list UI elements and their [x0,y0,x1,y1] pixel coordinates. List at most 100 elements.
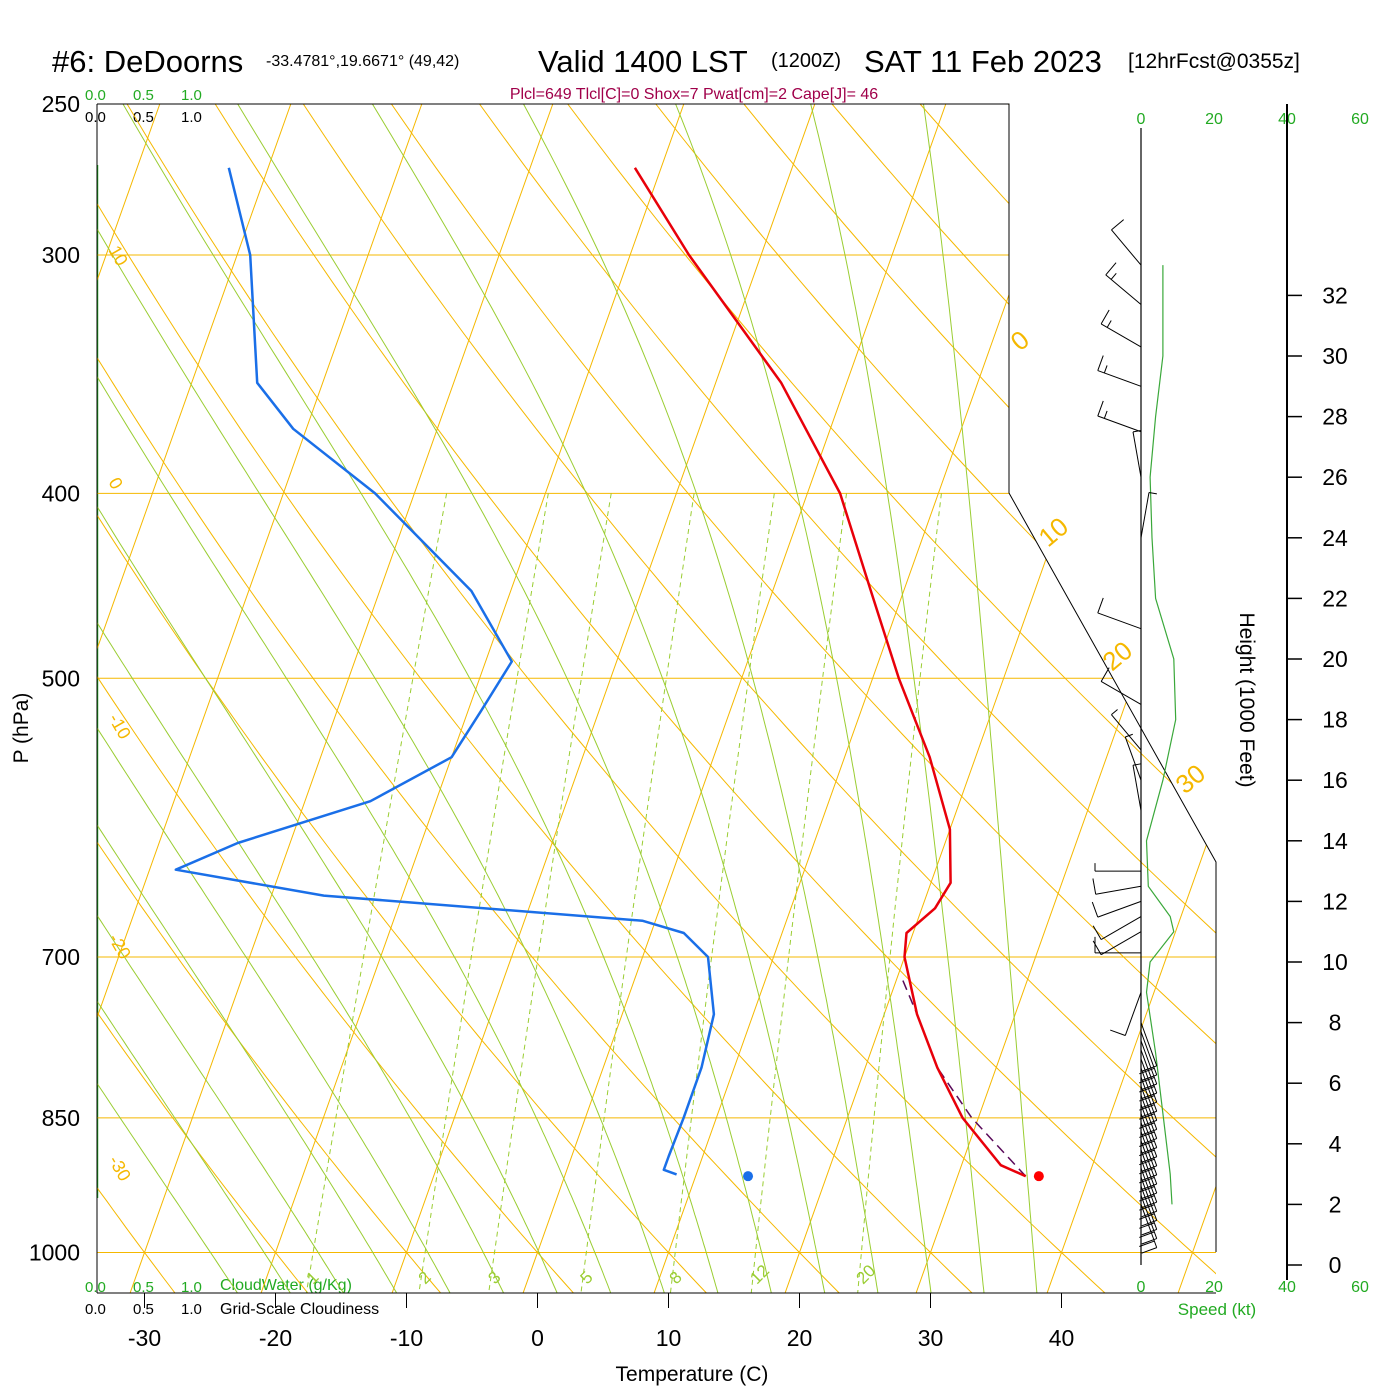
wind-barb [1110,992,1142,1036]
wind-barb-flag [1139,1195,1155,1202]
wind-barb-staff [1140,1049,1158,1094]
dry-adiabat-label: -20 [105,930,135,963]
wind-barb [1132,430,1142,478]
wind-barb-flag [1110,1029,1126,1036]
height-tick-label: 32 [1322,282,1348,308]
dry-adiabat [97,104,863,1293]
dewpoint-line [174,167,716,1176]
height-axis-title: Height (1000 Feet) [1235,612,1258,787]
wind-barb-staff [1097,415,1142,433]
wind-barb-staff [1100,681,1142,705]
moist-adiabat [97,104,673,1293]
wind-barb-staff [1140,1186,1158,1230]
cloud-cover-bottom-tick-0: 0.0 [85,1301,106,1318]
temperature-tick-label: 20 [787,1325,813,1351]
cloud-water-bottom-tick-0: 0.0 [85,1279,106,1296]
cloud-cover-bottom-tick-1: 0.5 [133,1301,154,1318]
cloud-cover-bottom-tick-2: 1.0 [181,1301,202,1318]
frame-outline [97,103,1217,1252]
dry-adiabat-label: 0 [105,474,127,493]
wind-barb-staff [1140,1086,1158,1130]
cloud-cover-top-tick-2: 1.0 [181,109,202,126]
dry-adiabat [946,104,1216,1293]
moist-adiabat [645,104,935,1293]
wind-barb-staff [1140,1122,1158,1166]
dry-adiabat [258,104,1216,1293]
isotherm [1163,104,1216,1293]
wind-barb-flag [1141,1138,1157,1145]
wind-barb-staff [1140,1058,1158,1103]
wind-barb [1139,1040,1158,1090]
wind-barb-staff [1100,916,1142,940]
wind-barb-flag [1141,1247,1157,1254]
wind-barb-staff [1100,931,1142,956]
wind-barb-staff [1132,431,1142,478]
moist-adiabat [97,104,725,1293]
x-axis-title: Temperature (C) [616,1363,769,1386]
valid-date: SAT 11 Feb 2023 [864,44,1102,79]
dry-adiabat [774,104,1216,1293]
wind-barb [1092,916,1142,940]
temperature-tick-label: -10 [390,1325,423,1351]
wind-barb-flag [1092,925,1102,940]
wind-barb-flag [1092,878,1097,895]
mixing-ratio-line-20 [855,493,942,1293]
cloud-water-top-tick-1: 0.5 [133,87,154,104]
wind-barb [1139,1095,1158,1145]
wind-barb [1139,1149,1158,1200]
wind-barb [1097,400,1142,433]
mixing-ratio-label: 20 [852,1261,879,1288]
height-tick-label: 0 [1329,1252,1342,1278]
wind-barb-flag [1139,1158,1155,1166]
isotherm [377,104,840,1293]
moist-adiabat [97,104,568,1293]
dry-adiabat-label: -10 [105,710,135,743]
wind-barb-staff [1132,765,1142,811]
wind-barb [1094,863,1141,872]
wind-barb [1139,1122,1158,1172]
cloud-water-top-tick-0: 0.0 [85,87,106,104]
wind-speed-top-tick: 0 [1137,111,1146,128]
wind-barb-flag [1141,1219,1157,1227]
wind-barb [1139,1104,1158,1154]
wind-barb-flag [1097,355,1104,371]
height-tick-label: 18 [1322,707,1348,733]
dry-adiabat [97,104,194,1293]
zulu-time: (1200Z) [771,50,841,72]
wind-barb-staff [1140,1095,1158,1139]
wind-barb-staff [1111,714,1142,751]
isotherm [639,104,1102,1293]
wind-speed-label: Speed (kt) [1178,1300,1256,1319]
cloud-scales: 0.0 0.5 1.0 0.0 0.5 1.0 0.0 0.5 1.0 Clou… [85,87,379,1318]
dry-adiabat [97,104,461,1293]
forecast-info: [12hrFcst@0355z] [1128,50,1300,73]
wind-barb [1139,1140,1158,1190]
isotherm [246,104,709,1293]
wind-barb-half-flag [1106,320,1112,328]
wind-barb [1139,1131,1158,1181]
wind-barb-staff [1100,323,1142,348]
isotherm [97,104,447,1293]
wind-barb-flag [1139,1204,1155,1211]
pressure-tick-label: 850 [42,1105,80,1131]
wind-barb-flag [1141,1128,1157,1136]
wind-speed-bottom-tick: 0 [1137,1279,1146,1296]
wind-barb [1091,900,1142,918]
temperature-tick-label: 30 [918,1325,944,1351]
wind-barb [1140,492,1157,538]
dry-adiabat-label: -30 [105,1152,135,1185]
wind-barb-flag [1141,1238,1157,1245]
wind-speed-bottom-tick: 40 [1278,1279,1296,1296]
wind-barb-flag [1091,901,1099,918]
wind-barb-flag [1139,1140,1155,1148]
wind-barb-flag [1139,1149,1155,1157]
height-tick-label: 22 [1322,585,1348,611]
wind-barb-flag [1139,1231,1155,1238]
isotherm-label: 30 [1170,758,1211,800]
wind-barb-half-flag [1148,492,1157,495]
wind-barb-flag [1139,1104,1155,1111]
dry-adiabat [860,104,1216,1293]
wind-barb-flag [1141,1101,1157,1109]
wind-barb-staff [1140,1113,1158,1157]
